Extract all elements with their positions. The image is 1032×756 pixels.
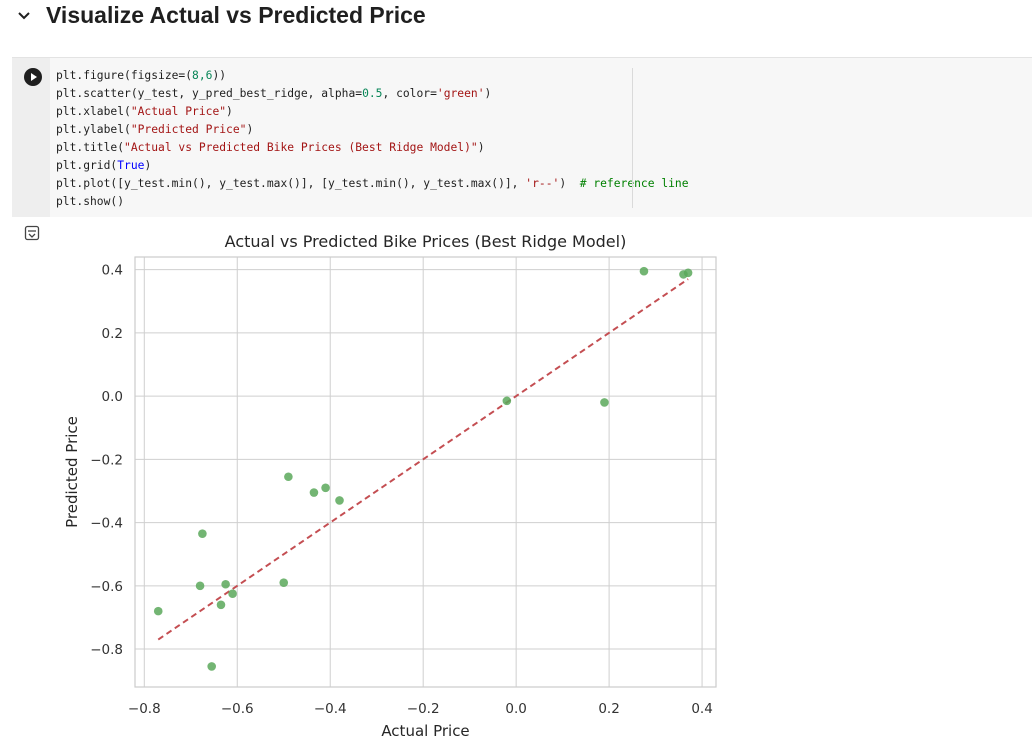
section-header: Visualize Actual vs Predicted Price [0,0,1032,34]
scatter-point [228,589,237,599]
plot-area [135,257,716,687]
scatter-point [221,579,230,589]
x-tick-label: −0.2 [407,701,440,717]
y-tick-label: −0.2 [90,452,123,468]
code-token: plt.scatter(y_test, y_pred_best_ridge, a… [56,87,363,100]
x-tick-label: −0.8 [128,701,161,717]
code-token: , color= [382,87,437,100]
x-tick-label: 0.0 [505,701,526,717]
code-line: plt.plot([y_test.min(), y_test.max()], [… [56,175,689,193]
scatter-point [502,396,512,406]
scatter-point [207,662,216,671]
code-token: plt.ylabel( [56,123,131,136]
scatter-point [639,266,649,276]
scatter-point [309,488,319,497]
play-icon [31,73,37,81]
line-length-ruler [632,68,633,208]
code-line: plt.scatter(y_test, y_pred_best_ridge, a… [56,85,689,103]
scatter-plot: −0.8 −0.6 −0.4 −0.2 0.0 0.2 0.4 −0.8 −0.6 −0.4 −0.… [63,232,717,740]
code-line: plt.title("Actual vs Predicted Bike Pric… [56,139,689,157]
code-token: 'green' [436,87,485,100]
x-axis-label: Actual Price [381,722,469,740]
code-token: ) [144,159,152,172]
y-tick-label: 0.0 [102,389,123,405]
code-token: "Predicted Price" [130,123,247,136]
output-gutter [12,217,50,756]
x-tick-label: −0.4 [314,701,347,717]
code-token: )) [212,69,227,82]
code-token: plt.title( [56,141,125,154]
code-token: ) [226,105,233,118]
scatter-point [195,581,205,591]
code-token: "Actual Price" [130,105,227,118]
code-token: True [117,159,145,172]
cell-output: −0.8 −0.6 −0.4 −0.2 0.0 0.2 0.4 −0.8 −0.6 −0.4 −0.… [12,217,1032,756]
x-tick-label: 0.4 [691,701,712,717]
y-tick-label: 0.4 [102,263,123,279]
y-tick-label: −0.8 [90,642,123,658]
code-line: plt.ylabel("Predicted Price") [56,121,689,139]
code-token: # reference line [579,177,689,190]
code-editor[interactable]: plt.figure(figsize=(8,6)) plt.scatter(y_t… [12,57,1032,218]
run-cell-button[interactable] [24,68,42,86]
code-token: 0.5 [362,87,383,100]
code-token: ) [484,87,492,100]
code-token: plt.xlabel( [56,105,131,118]
code-token: plt.show() [56,195,125,208]
chevron-down-icon[interactable] [14,4,34,28]
code-token: plt.plot([y_test.min(), y_test.max()], [… [56,177,526,190]
code-line: plt.xlabel("Actual Price") [56,103,689,121]
section-title: Visualize Actual vs Predicted Price [46,2,426,28]
code-cell[interactable]: plt.figure(figsize=(8,6)) plt.scatter(y_t… [12,57,1032,756]
scatter-point [683,268,693,278]
scatter-point [284,472,293,482]
code-text[interactable]: plt.figure(figsize=(8,6)) plt.scatter(y_t… [56,67,689,211]
code-token: ) [477,141,485,154]
x-tick-label: −0.6 [221,701,254,717]
code-token: plt.figure(figsize=( [56,69,193,82]
x-tick-label: 0.2 [598,701,619,717]
y-axis-label: Predicted Price [63,416,81,528]
y-tick-label: −0.4 [90,516,123,532]
code-token: 'r--' [525,177,560,190]
y-tick-label: 0.2 [102,326,123,342]
scatter-point [335,496,344,505]
code-token: plt.grid( [56,159,118,172]
scatter-point [198,529,207,538]
code-line: plt.grid(True) [56,157,689,175]
plot-frame [134,256,717,688]
reference-line [157,278,689,641]
code-token: "Actual vs Predicted Bike Prices (Best R… [124,141,478,154]
scatter-point [279,578,289,587]
code-token: ) [559,177,580,190]
chart-title: Actual vs Predicted Bike Prices (Best Ri… [225,232,627,251]
output-toggle-icon[interactable] [24,225,40,241]
y-tick-label: −0.6 [90,579,123,595]
code-line: plt.figure(figsize=(8,6)) [56,67,689,85]
code-token: ) [246,123,254,136]
code-line: plt.show() [56,193,689,211]
scatter-point [216,600,226,610]
scatter-point [600,398,609,407]
cell-gutter [12,58,50,218]
code-token: 8,6 [192,69,213,82]
scatter-point [153,606,163,616]
scatter-point [321,483,330,493]
